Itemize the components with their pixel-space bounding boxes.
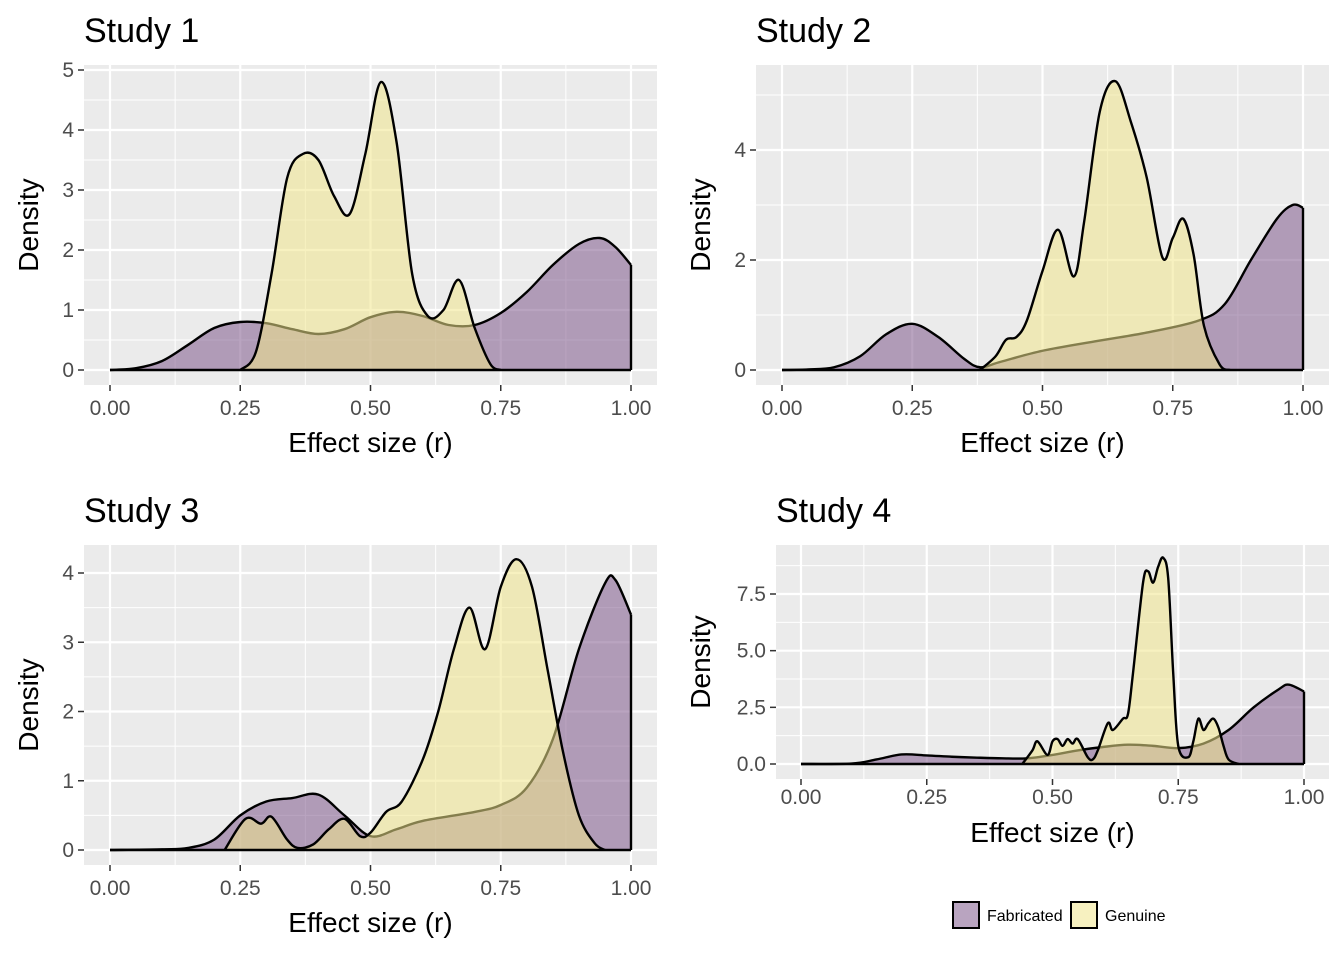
y-tick-label: 2 (62, 239, 74, 262)
density-areas (109, 80, 633, 372)
y-axis-title: Density (685, 615, 716, 708)
density-area-fabricated (801, 684, 1304, 765)
panel-title: Study 4 (776, 492, 891, 530)
density-line-genuine (1021, 556, 1240, 766)
x-tick-label: 0.00 (90, 877, 131, 900)
y-tick-label: 2.5 (737, 696, 766, 719)
legend-label: Genuine (1105, 908, 1166, 925)
x-tick-label: 1.00 (1284, 786, 1325, 809)
x-axis-title: Effect size (r) (288, 907, 452, 938)
x-tick-label: 0.50 (350, 877, 391, 900)
y-tick-label: 4 (62, 119, 74, 142)
y-tick-label: 1 (62, 299, 74, 322)
x-tick-label: 0.25 (906, 786, 947, 809)
x-tick-label: 0.75 (480, 397, 521, 420)
y-axis-ticks: 0 1 2 3 4 (62, 562, 84, 862)
x-tick-label: 0.50 (1032, 786, 1073, 809)
density-areas (109, 557, 633, 852)
y-axis-ticks: 0 1 2 3 4 5 (62, 59, 84, 382)
panel-title: Study 3 (84, 492, 199, 530)
x-tick-label: 0.50 (1022, 397, 1063, 420)
x-axis-ticks: 0.00 0.25 0.50 0.75 1.00 (90, 865, 652, 900)
x-tick-label: 0.75 (480, 877, 521, 900)
density-line-genuine (223, 557, 606, 852)
x-axis-title: Effect size (r) (288, 427, 452, 458)
x-axis-ticks: 0.00 0.25 0.50 0.75 1.00 (762, 385, 1324, 420)
panel-study-4: 0.00 0.25 0.50 0.75 1.00 0.0 2.5 5.0 7.5 Study 4 E… (685, 492, 1329, 848)
y-tick-label: 3 (62, 631, 74, 654)
x-tick-label: 0.50 (350, 397, 391, 420)
y-tick-label: 0 (62, 839, 74, 862)
y-tick-label: 2 (62, 701, 74, 724)
legend-key (952, 901, 980, 929)
legend-key (1070, 901, 1098, 929)
x-tick-label: 0.00 (781, 786, 822, 809)
y-tick-label: 4 (62, 562, 74, 585)
x-tick-label: 1.00 (611, 877, 652, 900)
legend: Fabricated Genuine (952, 901, 1166, 929)
y-tick-label: 3 (62, 179, 74, 202)
y-tick-label: 1 (62, 770, 74, 793)
y-axis-title: Density (13, 178, 44, 271)
y-tick-label: 0 (734, 359, 746, 382)
x-tick-label: 0.25 (220, 877, 261, 900)
density-area-genuine (224, 559, 605, 850)
density-line-genuine (239, 80, 502, 372)
legend-item-genuine: Genuine (1070, 901, 1166, 929)
panel-study-2: 0.00 0.25 0.50 0.75 1.00 0 2 4 Study 2 Effect siz… (685, 12, 1329, 458)
y-tick-label: 7.5 (737, 583, 766, 606)
x-tick-label: 0.75 (1152, 397, 1193, 420)
y-tick-label: 0.0 (737, 753, 766, 776)
y-tick-label: 5 (62, 59, 74, 82)
y-axis-ticks: 0.0 2.5 5.0 7.5 (737, 583, 776, 776)
x-tick-label: 1.00 (1283, 397, 1324, 420)
density-area-fabricated (110, 237, 631, 370)
y-axis-title: Density (13, 658, 44, 751)
y-tick-label: 0 (62, 359, 74, 382)
x-axis-title: Effect size (r) (970, 817, 1134, 848)
y-axis-title: Density (685, 178, 716, 271)
legend-label: Fabricated (987, 908, 1063, 925)
y-tick-label: 5.0 (737, 640, 766, 663)
panel-title: Study 1 (84, 12, 199, 50)
x-tick-label: 0.25 (220, 397, 261, 420)
x-tick-label: 1.00 (611, 397, 652, 420)
density-area-genuine (1022, 557, 1239, 764)
x-tick-label: 0.00 (90, 397, 131, 420)
density-areas (800, 556, 1306, 766)
y-tick-label: 4 (734, 139, 746, 162)
y-axis-ticks: 0 2 4 (734, 139, 756, 382)
x-tick-label: 0.25 (892, 397, 933, 420)
density-area-genuine (979, 81, 1231, 370)
density-line-genuine (979, 79, 1231, 372)
x-axis-ticks: 0.00 0.25 0.50 0.75 1.00 (781, 779, 1325, 809)
panel-study-1: 0.00 0.25 0.50 0.75 1.00 0 1 2 3 4 5 Study 1 Effect … (13, 12, 657, 458)
density-areas (781, 79, 1305, 372)
y-tick-label: 2 (734, 249, 746, 272)
x-tick-label: 0.00 (762, 397, 803, 420)
panel-title: Study 2 (756, 12, 871, 50)
panel-study-3: 0.00 0.25 0.50 0.75 1.00 0 1 2 3 4 Study 3 Effect s… (13, 492, 657, 938)
x-tick-label: 0.75 (1158, 786, 1199, 809)
x-axis-ticks: 0.00 0.25 0.50 0.75 1.00 (90, 385, 652, 420)
legend-item-fabricated: Fabricated (952, 901, 1063, 929)
x-axis-title: Effect size (r) (960, 427, 1124, 458)
